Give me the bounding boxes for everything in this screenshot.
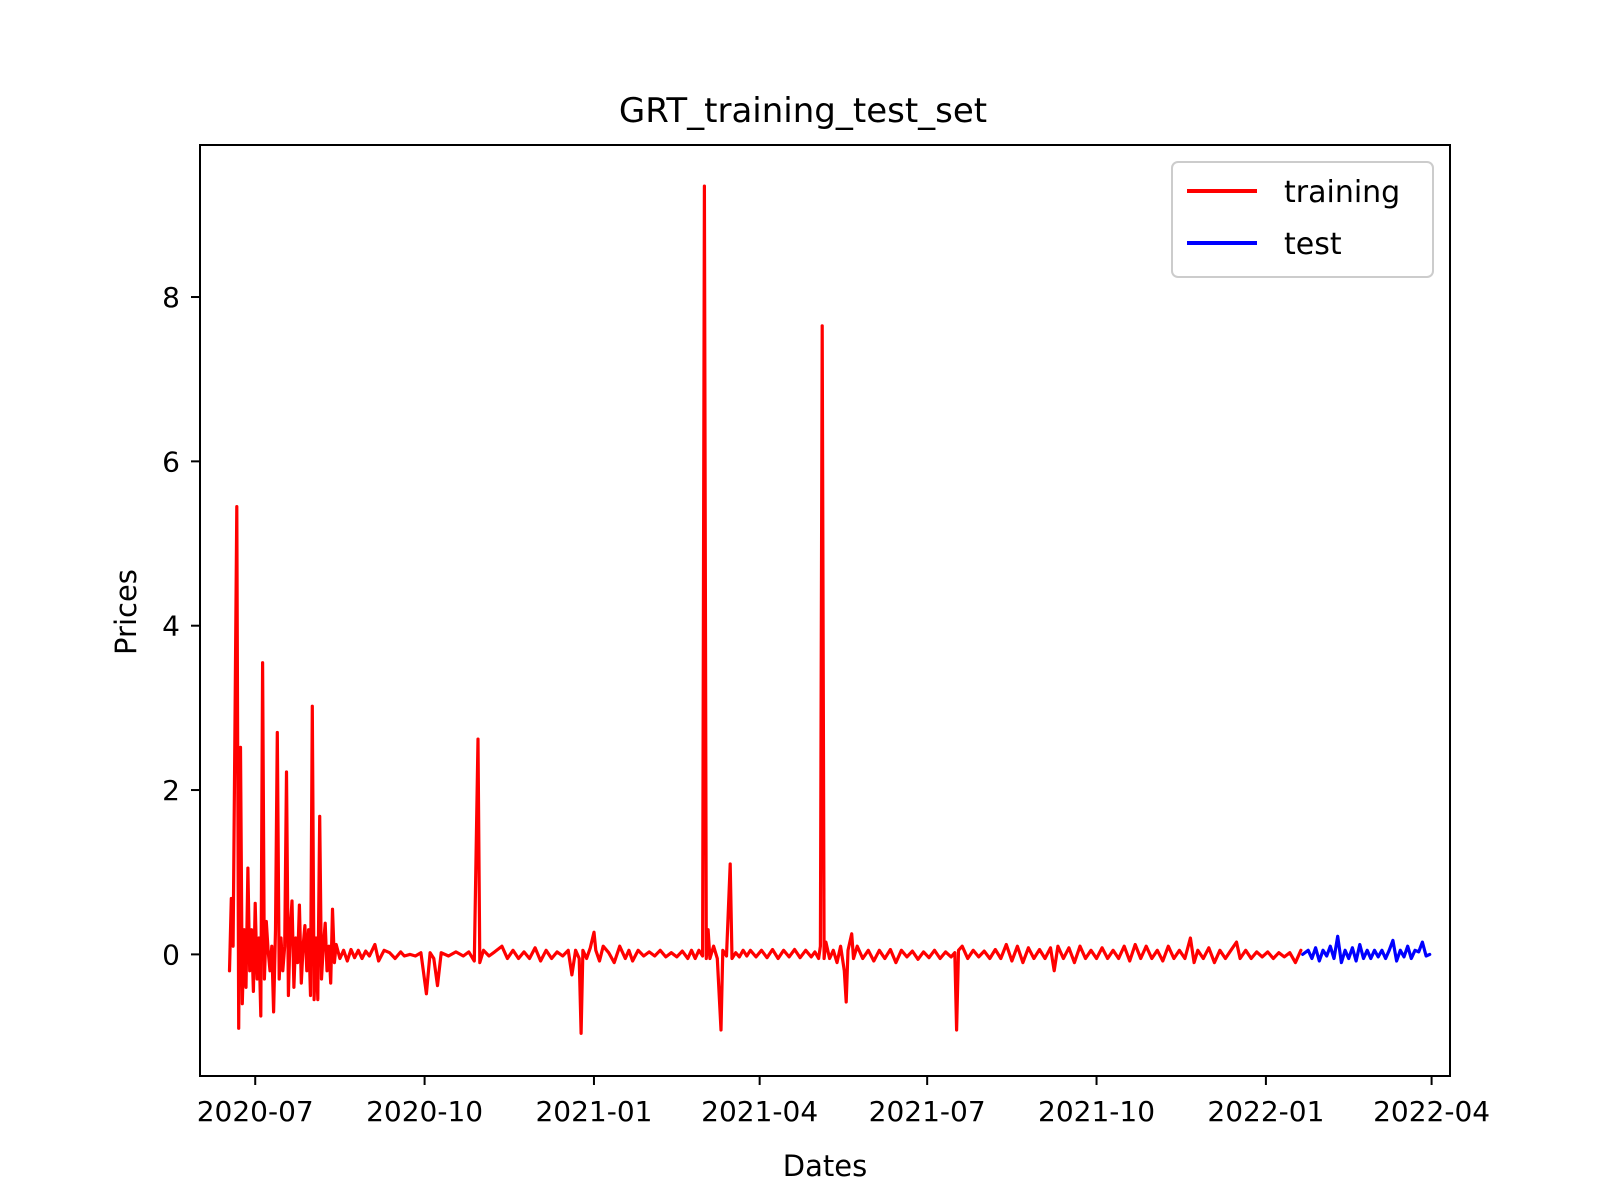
x-tick-label: 2022-01 — [1207, 1095, 1324, 1128]
series-line-test — [1301, 934, 1432, 965]
y-axis-title: Prices — [109, 569, 143, 655]
legend-label-training: training — [1284, 175, 1400, 210]
x-tick-label: 2021-10 — [1038, 1095, 1155, 1128]
series-layer — [227, 184, 1432, 1035]
x-tick-label: 2022-04 — [1373, 1095, 1490, 1128]
series-line-training — [227, 184, 1303, 1035]
x-tick-label: 2020-10 — [366, 1095, 483, 1128]
x-tick-label: 2020-07 — [197, 1095, 314, 1128]
y-axis: 0 2 4 6 8 — [162, 281, 200, 971]
y-tick-label: 4 — [162, 610, 180, 643]
x-tick-label: 2021-01 — [535, 1095, 652, 1128]
chart-title: GRT_training_test_set — [619, 91, 987, 131]
legend-label-test: test — [1284, 227, 1342, 262]
y-tick-label: 8 — [162, 281, 180, 314]
legend: training test — [1171, 161, 1434, 278]
x-axis: 2020-07 2020-10 2021-01 2021-04 2021-07 2021-… — [197, 1076, 1490, 1128]
y-tick-label: 2 — [162, 774, 180, 807]
x-tick-label: 2021-04 — [701, 1095, 818, 1128]
x-tick-label: 2021-07 — [869, 1095, 986, 1128]
plot-frame — [199, 144, 1451, 1077]
y-tick-label: 0 — [162, 938, 180, 971]
y-tick-label: 6 — [162, 445, 180, 478]
x-axis-title: Dates — [783, 1149, 867, 1183]
